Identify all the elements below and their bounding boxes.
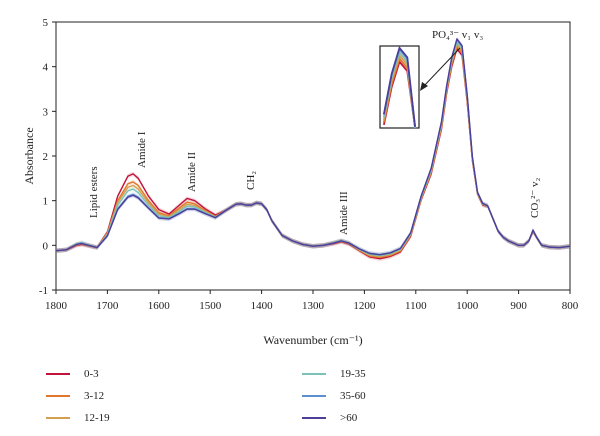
legend-label: 0-3 bbox=[84, 368, 99, 380]
x-tick-label: 900 bbox=[510, 300, 527, 312]
series-bands bbox=[56, 36, 570, 261]
series-lines bbox=[55, 38, 571, 260]
legend-label: >60 bbox=[340, 412, 358, 424]
y-axis: -1 0 1 2 3 4 5 bbox=[39, 17, 56, 297]
annotation-amide-i: Amide I bbox=[136, 131, 148, 168]
inset-arrow bbox=[422, 47, 461, 88]
x-tick-label: 800 bbox=[562, 300, 579, 312]
legend-label: 35-60 bbox=[340, 390, 366, 402]
legend-item: 12-19 bbox=[46, 412, 110, 424]
legend-item: 19-35 bbox=[302, 368, 366, 380]
y-axis-label: Absorbance bbox=[22, 127, 36, 184]
series-line bbox=[55, 39, 571, 256]
series-band bbox=[56, 37, 570, 257]
y-tick-label: -1 bbox=[39, 285, 48, 297]
x-tick-label: 1600 bbox=[148, 300, 171, 312]
x-tick-label: 1100 bbox=[405, 300, 427, 312]
series-band bbox=[56, 36, 570, 257]
series-line bbox=[55, 45, 571, 259]
legend-item: 3-12 bbox=[46, 390, 104, 402]
annotation-amide-iii: Amide III bbox=[338, 191, 350, 235]
annotation-amide-ii: Amide II bbox=[186, 152, 198, 192]
annotations: Lipid esters Amide I Amide II CH₂ Amide … bbox=[88, 29, 541, 235]
legend-item: 0-3 bbox=[46, 368, 99, 380]
series-line bbox=[55, 38, 571, 256]
y-tick-label: 4 bbox=[43, 62, 49, 74]
legend-swatch bbox=[46, 373, 70, 375]
x-tick-label: 1400 bbox=[251, 300, 274, 312]
series-line bbox=[55, 48, 571, 260]
annotation-carbonate: CO₃²⁻ v₂ bbox=[529, 178, 541, 218]
x-tick-label: 1800 bbox=[45, 300, 68, 312]
series-band bbox=[56, 42, 570, 259]
x-tick-label: 1000 bbox=[456, 300, 479, 312]
legend-item: 35-60 bbox=[302, 390, 366, 402]
y-tick-label: 0 bbox=[43, 240, 49, 252]
annotation-phosphate: PO₄³⁻ v₁ v₃ bbox=[432, 29, 483, 41]
legend-swatch bbox=[46, 417, 70, 419]
inset-lines bbox=[383, 46, 416, 129]
series-band bbox=[56, 39, 570, 258]
y-tick-label: 2 bbox=[43, 151, 49, 163]
x-tick-label: 1200 bbox=[353, 300, 376, 312]
annotation-ch2: CH₂ bbox=[245, 171, 257, 190]
legend-item: >60 bbox=[302, 412, 357, 424]
y-tick-label: 1 bbox=[43, 196, 49, 208]
annotation-lipid-esters: Lipid esters bbox=[88, 166, 100, 218]
legend-label: 19-35 bbox=[340, 368, 366, 380]
series-band bbox=[56, 46, 570, 261]
series-line bbox=[55, 43, 571, 258]
legend-label: 12-19 bbox=[84, 412, 110, 424]
y-tick-label: 5 bbox=[43, 17, 49, 29]
y-tick-label: 3 bbox=[43, 106, 49, 118]
peak-inset bbox=[379, 45, 461, 129]
x-tick-label: 1300 bbox=[302, 300, 325, 312]
inset-line bbox=[383, 46, 416, 127]
x-tick-label: 1700 bbox=[96, 300, 119, 312]
legend-swatch bbox=[46, 395, 70, 397]
x-tick-label: 1500 bbox=[199, 300, 222, 312]
legend: 0-3 3-12 12-19 19-35 35-60 >60 bbox=[0, 356, 600, 436]
x-axis-label: Wavenumber (cm⁻¹) bbox=[263, 333, 362, 347]
series-band bbox=[56, 44, 570, 260]
plot-frame bbox=[55, 21, 571, 291]
x-axis: 1800 1700 1600 1500 1400 1300 1200 1100 1000 900 8… bbox=[45, 290, 579, 312]
legend-label: 3-12 bbox=[84, 390, 105, 402]
legend-swatch bbox=[302, 395, 326, 397]
legend-swatch bbox=[302, 417, 326, 419]
inset-arrowhead bbox=[420, 82, 428, 91]
series-line bbox=[55, 41, 571, 257]
legend-swatch bbox=[302, 373, 326, 375]
